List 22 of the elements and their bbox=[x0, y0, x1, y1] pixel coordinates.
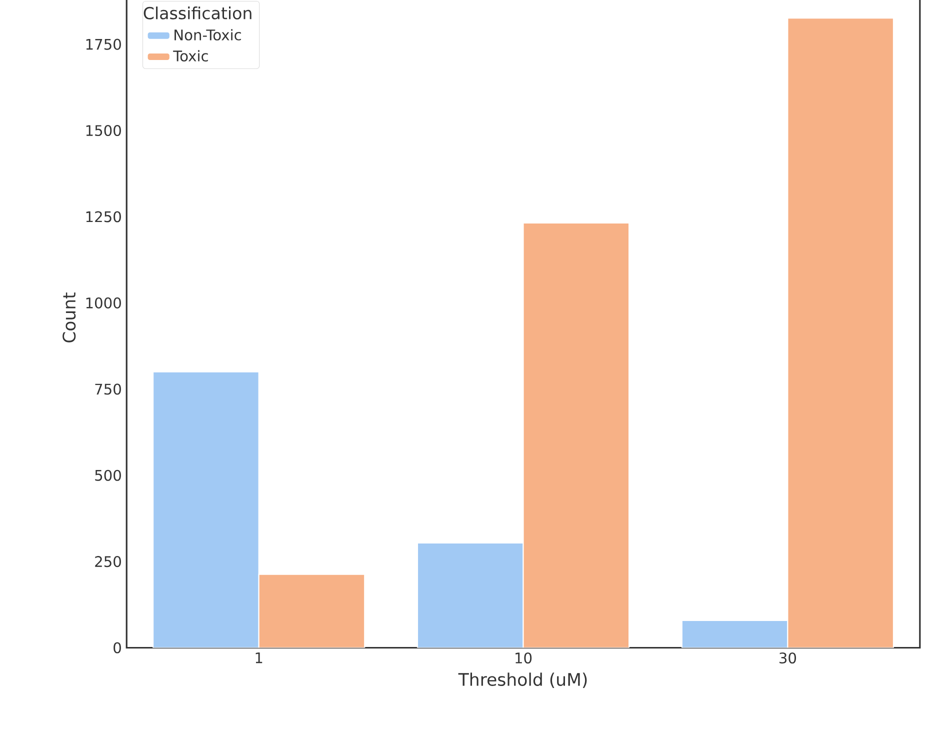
y-axis-title: Count bbox=[62, 292, 76, 342]
bar bbox=[258, 574, 366, 648]
legend-label: Toxic bbox=[173, 50, 208, 62]
x-tick-label: 10 bbox=[516, 652, 532, 664]
y-tick-label: 1000 bbox=[86, 297, 121, 308]
bar bbox=[523, 222, 630, 648]
bar bbox=[417, 542, 524, 648]
y-tick-label: 0 bbox=[114, 642, 121, 654]
y-tick-label: 1250 bbox=[86, 211, 121, 222]
x-tick-label: 1 bbox=[256, 652, 262, 663]
legend-label: Non-Toxic bbox=[174, 28, 241, 40]
y-tick-label: 500 bbox=[95, 470, 121, 481]
bar bbox=[152, 371, 260, 648]
y-tick-label: 750 bbox=[95, 383, 121, 394]
y-tick-label: 250 bbox=[95, 556, 121, 567]
x-tick-label: 30 bbox=[780, 652, 796, 664]
legend-title: Classification bbox=[144, 6, 252, 20]
x-axis-title: Threshold (uM) bbox=[458, 672, 587, 688]
bar bbox=[681, 620, 788, 648]
y-tick-label: 1500 bbox=[86, 124, 121, 136]
y-tick-label: 1750 bbox=[86, 38, 121, 50]
bar bbox=[787, 17, 894, 648]
